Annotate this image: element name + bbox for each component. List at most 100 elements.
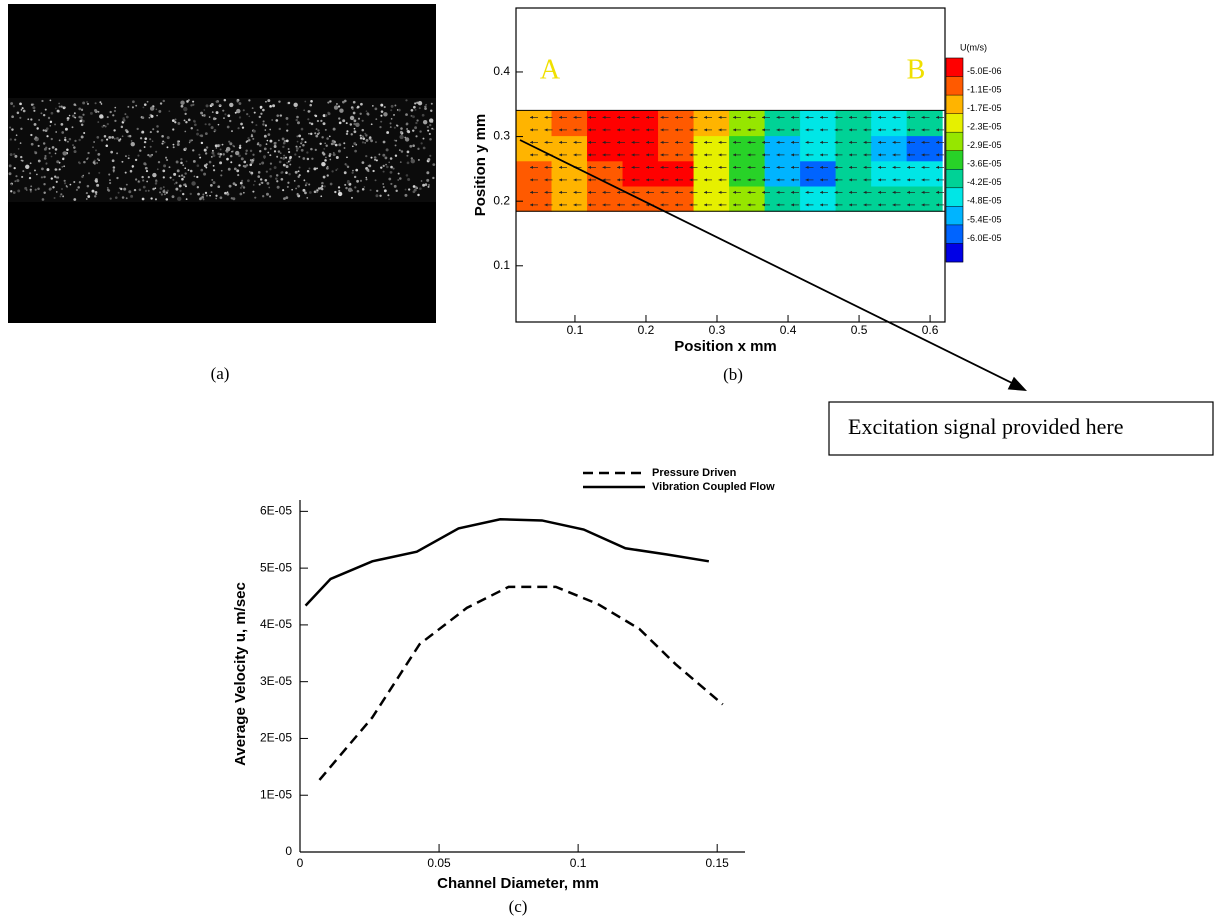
particle bbox=[282, 156, 286, 160]
vector-head bbox=[878, 203, 881, 207]
vector-head bbox=[646, 190, 649, 194]
vector-head bbox=[573, 178, 577, 182]
particle bbox=[113, 137, 116, 140]
particle bbox=[33, 109, 36, 112]
vector-head bbox=[718, 140, 722, 144]
particle bbox=[151, 140, 154, 143]
particle bbox=[58, 168, 61, 171]
particle bbox=[155, 150, 158, 153]
particle bbox=[51, 146, 55, 149]
particle bbox=[125, 155, 127, 157]
particle bbox=[325, 156, 327, 159]
vector-head bbox=[921, 203, 925, 207]
particle bbox=[259, 105, 263, 109]
vector-head bbox=[689, 128, 693, 132]
contour-cell bbox=[622, 110, 659, 137]
contour-cell bbox=[693, 185, 730, 212]
vector-head bbox=[544, 128, 548, 132]
particle bbox=[314, 132, 317, 135]
particle bbox=[410, 108, 414, 112]
contour-cell bbox=[516, 160, 553, 187]
particle bbox=[204, 191, 208, 195]
vector-head bbox=[762, 153, 765, 157]
particle bbox=[302, 144, 305, 147]
x-tick-label: 0.3 bbox=[709, 323, 726, 337]
particle bbox=[432, 128, 435, 130]
particle bbox=[323, 147, 326, 150]
particle bbox=[66, 148, 69, 151]
particle bbox=[111, 159, 115, 163]
particle bbox=[427, 157, 431, 161]
particle bbox=[85, 198, 88, 200]
particle bbox=[80, 108, 84, 111]
particle bbox=[9, 138, 13, 141]
particle bbox=[262, 195, 265, 198]
particle bbox=[166, 146, 169, 149]
contour-cell bbox=[693, 135, 730, 162]
vector-head bbox=[660, 178, 664, 182]
particle bbox=[266, 139, 269, 142]
vector-head bbox=[559, 165, 562, 169]
contour-cell bbox=[516, 135, 553, 162]
particle bbox=[172, 143, 175, 146]
particle bbox=[125, 130, 129, 134]
particle bbox=[145, 169, 149, 173]
vector-head bbox=[820, 190, 823, 194]
particle bbox=[146, 100, 149, 103]
particle bbox=[95, 179, 98, 183]
particle bbox=[106, 188, 110, 192]
contour-cell bbox=[835, 160, 872, 187]
vector-head bbox=[907, 153, 910, 157]
contour-cell bbox=[800, 185, 837, 212]
vector-head bbox=[617, 115, 620, 119]
particle bbox=[134, 158, 138, 162]
vector-head bbox=[631, 190, 635, 194]
particle bbox=[247, 179, 250, 183]
particle bbox=[239, 192, 243, 196]
particle bbox=[374, 107, 378, 111]
particle bbox=[375, 118, 378, 120]
particle bbox=[33, 122, 37, 126]
particle bbox=[405, 99, 408, 102]
particle bbox=[168, 166, 171, 169]
particle bbox=[95, 193, 98, 196]
particle bbox=[46, 168, 50, 172]
vector-head bbox=[660, 165, 664, 169]
particle bbox=[385, 148, 389, 152]
particle bbox=[73, 112, 76, 115]
particle bbox=[58, 102, 60, 105]
particle bbox=[261, 161, 265, 165]
particle bbox=[10, 190, 13, 193]
particle bbox=[393, 126, 396, 129]
vector-head bbox=[849, 128, 852, 132]
colorbar-swatch bbox=[946, 187, 963, 207]
particle bbox=[424, 107, 427, 111]
particle bbox=[117, 191, 120, 194]
vector-head bbox=[907, 165, 910, 169]
particle bbox=[11, 128, 14, 131]
particle bbox=[212, 154, 216, 157]
particle bbox=[405, 174, 409, 177]
particle bbox=[62, 151, 67, 156]
x-tick-label: 0.4 bbox=[780, 323, 797, 337]
vector-head bbox=[617, 140, 620, 144]
particle bbox=[49, 120, 53, 124]
vector-head bbox=[907, 115, 910, 119]
particle bbox=[353, 127, 356, 130]
vector-head bbox=[907, 203, 910, 207]
particle bbox=[382, 183, 385, 185]
particle bbox=[208, 116, 211, 118]
particle bbox=[355, 122, 360, 128]
particle bbox=[63, 165, 66, 168]
particle bbox=[252, 190, 255, 193]
particle bbox=[80, 116, 83, 119]
particle bbox=[265, 100, 267, 103]
particle bbox=[130, 140, 133, 142]
particle bbox=[412, 190, 416, 194]
particle bbox=[40, 112, 43, 115]
vector-head bbox=[588, 203, 591, 207]
particle bbox=[138, 188, 142, 192]
particle bbox=[335, 155, 339, 159]
particle bbox=[60, 123, 64, 126]
particle bbox=[308, 132, 310, 135]
